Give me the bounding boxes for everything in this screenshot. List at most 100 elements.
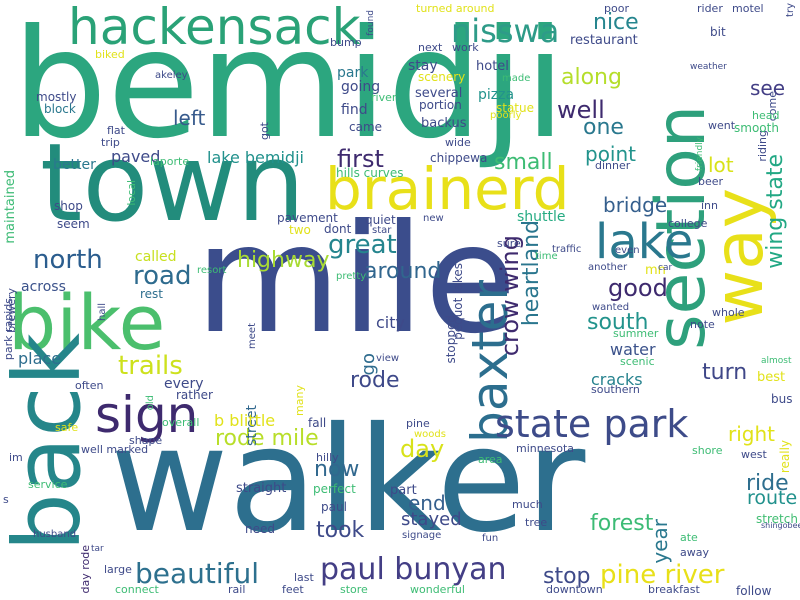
cloud-word: part (390, 483, 417, 498)
cloud-word: dinner (595, 159, 631, 172)
cloud-word: mn (645, 263, 666, 278)
cloud-word: wide (445, 136, 471, 149)
cloud-word: biked (95, 48, 125, 61)
cloud-word: motel (732, 2, 764, 15)
cloud-word: best (757, 370, 786, 385)
cloud-word: see (750, 76, 786, 100)
cloud-word: rather (176, 388, 213, 402)
cloud-word: better (53, 157, 96, 173)
cloud-word: across (21, 279, 66, 295)
cloud-word: car (658, 263, 673, 273)
cloud-word: restaurant (570, 33, 638, 48)
cloud-word: turn (702, 360, 748, 385)
cloud-word: lake (595, 214, 694, 270)
cloud-word: im (9, 451, 23, 464)
cloud-word: find (341, 102, 368, 118)
cloud-word: whole (712, 306, 745, 319)
cloud-word: cracks (591, 370, 643, 389)
cloud-word: shop (54, 199, 83, 213)
cloud-word: tree (525, 516, 548, 529)
cloud-word: beautiful (135, 557, 260, 590)
cloud-word: even (615, 245, 640, 256)
cloud-word: last (294, 571, 314, 584)
cloud-word: along (561, 65, 622, 90)
cloud-word: rest (140, 287, 164, 301)
cloud-word: state park (495, 402, 689, 446)
cloud-word: need (245, 522, 275, 536)
cloud-word: brewery (5, 287, 18, 333)
cloud-word: great (328, 230, 397, 260)
cloud-word: west (741, 448, 767, 461)
cloud-word: mile (195, 193, 517, 367)
cloud-word: often (75, 379, 104, 392)
cloud-word: pequot lakes (451, 262, 465, 340)
cloud-word: hackensack (68, 0, 361, 56)
cloud-word: connect (115, 583, 159, 596)
cloud-word: beer (698, 175, 724, 188)
cloud-word: bump (330, 36, 362, 49)
cloud-word: stop (543, 564, 591, 589)
cloud-word: nice (593, 10, 639, 35)
cloud-word: feet (282, 583, 304, 596)
cloud-word: bridge (603, 193, 668, 217)
cloud-word: lake bemidji (207, 148, 304, 167)
cloud-word: south (587, 310, 649, 335)
cloud-word: straight (236, 481, 287, 496)
cloud-word: college (668, 217, 708, 230)
cloud-word: river (371, 91, 397, 104)
cloud-word: paul (321, 500, 347, 514)
cloud-word: forest (590, 511, 654, 536)
cloud-word: first (337, 145, 384, 173)
cloud-word: right (728, 422, 775, 446)
cloud-word: ride (746, 471, 789, 496)
cloud-word: shuttle (517, 209, 566, 225)
cloud-word: chippewa (430, 151, 488, 165)
cloud-word: brainerd (325, 155, 570, 223)
cloud-word: lot (708, 153, 734, 177)
cloud-word: every (164, 376, 204, 392)
cloud-word: day rode (79, 544, 92, 594)
cloud-word: rail (228, 583, 246, 596)
cloud-word: backus (421, 116, 467, 131)
cloud-word: try (785, 2, 796, 17)
cloud-word: meet (247, 322, 258, 349)
cloud-word: laporte (150, 155, 190, 168)
cloud-word: around (364, 259, 442, 284)
cloud-word: pine river (600, 560, 725, 590)
cloud-word: weather (690, 62, 727, 72)
cloud-word: north (33, 245, 103, 275)
cloud-word: many (293, 385, 306, 416)
cloud-word: pine (406, 417, 430, 430)
cloud-word: water (610, 340, 656, 359)
cloud-word: shore (692, 444, 723, 457)
cloud-word: work (452, 41, 479, 54)
cloud-word: well (557, 96, 605, 124)
cloud-word: left (173, 106, 206, 130)
cloud-word: flat (107, 124, 125, 137)
cloud-word: southern (591, 383, 640, 396)
cloud-word: now (314, 457, 360, 482)
cloud-word: new (423, 213, 444, 224)
cloud-word: perfect (313, 482, 356, 496)
cloud-word: found (366, 9, 376, 36)
cloud-word: smooth (734, 121, 779, 135)
cloud-word: nisswa (451, 12, 560, 50)
cloud-word: pretty (336, 271, 367, 282)
cloud-word: service (28, 478, 68, 491)
cloud-word: shingobee (761, 521, 800, 530)
cloud-word: paved (111, 147, 161, 166)
cloud-word: park (337, 65, 369, 81)
cloud-word: next (418, 41, 443, 54)
cloud-word: downtown (546, 583, 603, 596)
cloud-word: maintained (3, 169, 18, 244)
cloud-word: overall (162, 416, 200, 429)
cloud-word: friendly (695, 136, 705, 172)
cloud-word: large (104, 563, 132, 576)
cloud-word: portion (419, 98, 462, 112)
cloud-word: pizza (478, 87, 515, 103)
cloud-word: city (376, 313, 405, 332)
cloud-word: hotel (476, 59, 509, 74)
cloud-word: statue (496, 101, 535, 115)
cloud-word: head (752, 109, 780, 122)
